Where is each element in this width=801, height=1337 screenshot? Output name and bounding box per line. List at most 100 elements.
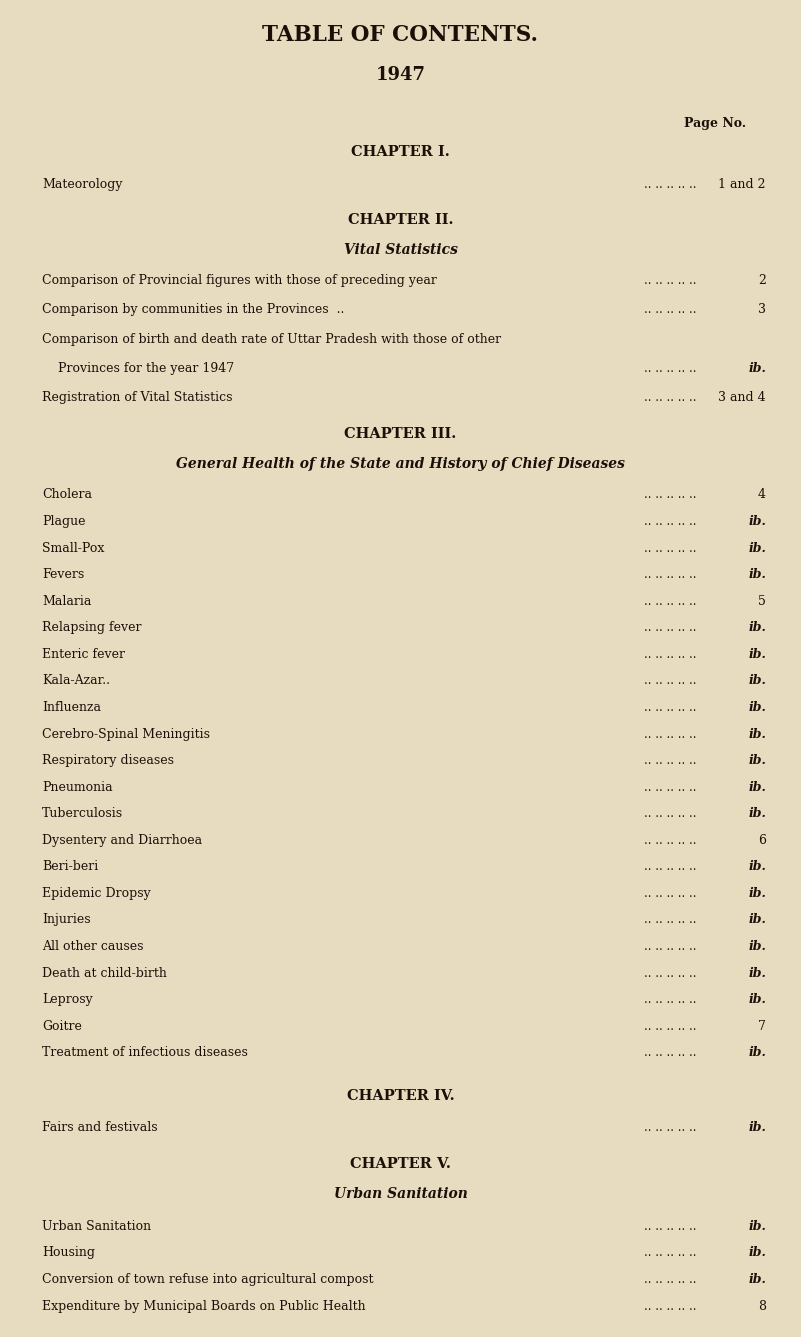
Text: .. .. .. .. ..: .. .. .. .. .. — [643, 303, 696, 317]
Text: .. .. .. .. ..: .. .. .. .. .. — [643, 781, 696, 794]
Text: Beri-beri: Beri-beri — [42, 860, 99, 873]
Text: .. .. .. .. ..: .. .. .. .. .. — [643, 701, 696, 714]
Text: Influenza: Influenza — [42, 701, 101, 714]
Text: 6: 6 — [758, 834, 766, 846]
Text: .. .. .. .. ..: .. .. .. .. .. — [643, 967, 696, 980]
Text: ib.: ib. — [748, 1273, 766, 1286]
Text: Comparison of birth and death rate of Uttar Pradesh with those of other: Comparison of birth and death rate of Ut… — [42, 333, 501, 346]
Text: .. .. .. .. ..: .. .. .. .. .. — [643, 648, 696, 660]
Text: ib.: ib. — [748, 860, 766, 873]
Text: Page No.: Page No. — [684, 118, 746, 131]
Text: Comparison by communities in the Provinces  ..: Comparison by communities in the Provinc… — [42, 303, 344, 317]
Text: 7: 7 — [758, 1020, 766, 1032]
Text: .. .. .. .. ..: .. .. .. .. .. — [643, 541, 696, 555]
Text: Injuries: Injuries — [42, 913, 91, 927]
Text: ib.: ib. — [748, 727, 766, 741]
Text: ib.: ib. — [748, 1246, 766, 1259]
Text: ib.: ib. — [748, 515, 766, 528]
Text: ib.: ib. — [748, 781, 766, 794]
Text: .. .. .. .. ..: .. .. .. .. .. — [643, 993, 696, 1007]
Text: Conversion of town refuse into agricultural compost: Conversion of town refuse into agricultu… — [42, 1273, 373, 1286]
Text: .. .. .. .. ..: .. .. .. .. .. — [643, 274, 696, 287]
Text: Housing: Housing — [42, 1246, 95, 1259]
Text: Expenditure by Municipal Boards on Public Health: Expenditure by Municipal Boards on Publi… — [42, 1300, 365, 1313]
Text: .. .. .. .. ..: .. .. .. .. .. — [643, 622, 696, 634]
Text: Enteric fever: Enteric fever — [42, 648, 125, 660]
Text: .. .. .. .. ..: .. .. .. .. .. — [643, 488, 696, 501]
Text: ib.: ib. — [748, 993, 766, 1007]
Text: ib.: ib. — [748, 568, 766, 582]
Text: 5: 5 — [758, 595, 766, 608]
Text: Dysentery and Diarrhoea: Dysentery and Diarrhoea — [42, 834, 202, 846]
Text: ib.: ib. — [748, 1047, 766, 1059]
Text: .. .. .. .. ..: .. .. .. .. .. — [643, 568, 696, 582]
Text: Malaria: Malaria — [42, 595, 91, 608]
Text: Fevers: Fevers — [42, 568, 84, 582]
Text: Respiratory diseases: Respiratory diseases — [42, 754, 174, 767]
Text: ib.: ib. — [748, 648, 766, 660]
Text: Plague: Plague — [42, 515, 86, 528]
Text: .. .. .. .. ..: .. .. .. .. .. — [643, 913, 696, 927]
Text: Epidemic Dropsy: Epidemic Dropsy — [42, 886, 151, 900]
Text: ib.: ib. — [748, 1219, 766, 1233]
Text: ib.: ib. — [748, 940, 766, 953]
Text: Urban Sanitation: Urban Sanitation — [333, 1186, 468, 1201]
Text: Tuberculosis: Tuberculosis — [42, 808, 123, 820]
Text: Death at child-birth: Death at child-birth — [42, 967, 167, 980]
Text: Vital Statistics: Vital Statistics — [344, 243, 457, 257]
Text: CHAPTER II.: CHAPTER II. — [348, 213, 453, 226]
Text: .. .. .. .. ..: .. .. .. .. .. — [643, 390, 696, 404]
Text: 1947: 1947 — [376, 67, 425, 84]
Text: .. .. .. .. ..: .. .. .. .. .. — [643, 860, 696, 873]
Text: .. .. .. .. ..: .. .. .. .. .. — [643, 178, 696, 191]
Text: All other causes: All other causes — [42, 940, 143, 953]
Text: ib.: ib. — [748, 886, 766, 900]
Text: Kala-Azar..: Kala-Azar.. — [42, 674, 110, 687]
Text: .. .. .. .. ..: .. .. .. .. .. — [643, 754, 696, 767]
Text: Cerebro-Spinal Meningitis: Cerebro-Spinal Meningitis — [42, 727, 210, 741]
Text: CHAPTER I.: CHAPTER I. — [351, 146, 450, 159]
Text: .. .. .. .. ..: .. .. .. .. .. — [643, 808, 696, 820]
Text: ib.: ib. — [748, 913, 766, 927]
Text: CHAPTER V.: CHAPTER V. — [350, 1158, 451, 1171]
Text: .. .. .. .. ..: .. .. .. .. .. — [643, 362, 696, 374]
Text: .. .. .. .. ..: .. .. .. .. .. — [643, 674, 696, 687]
Text: ib.: ib. — [748, 362, 766, 374]
Text: CHAPTER III.: CHAPTER III. — [344, 427, 457, 441]
Text: .. .. .. .. ..: .. .. .. .. .. — [643, 940, 696, 953]
Text: Fairs and festivals: Fairs and festivals — [42, 1120, 158, 1134]
Text: .. .. .. .. ..: .. .. .. .. .. — [643, 1246, 696, 1259]
Text: Urban Sanitation: Urban Sanitation — [42, 1219, 151, 1233]
Text: .. .. .. .. ..: .. .. .. .. .. — [643, 727, 696, 741]
Text: 3: 3 — [758, 303, 766, 317]
Text: 1 and 2: 1 and 2 — [718, 178, 766, 191]
Text: 8: 8 — [758, 1300, 766, 1313]
Text: ib.: ib. — [748, 1120, 766, 1134]
Text: .. .. .. .. ..: .. .. .. .. .. — [643, 1219, 696, 1233]
Text: .. .. .. .. ..: .. .. .. .. .. — [643, 834, 696, 846]
Text: Mateorology: Mateorology — [42, 178, 123, 191]
Text: ib.: ib. — [748, 701, 766, 714]
Text: Relapsing fever: Relapsing fever — [42, 622, 142, 634]
Text: General Health of the State and History of Chief Diseases: General Health of the State and History … — [176, 457, 625, 471]
Text: Cholera: Cholera — [42, 488, 92, 501]
Text: Provinces for the year 1947: Provinces for the year 1947 — [42, 362, 234, 374]
Text: 3 and 4: 3 and 4 — [718, 390, 766, 404]
Text: ib.: ib. — [748, 754, 766, 767]
Text: ib.: ib. — [748, 622, 766, 634]
Text: Goitre: Goitre — [42, 1020, 82, 1032]
Text: .. .. .. .. ..: .. .. .. .. .. — [643, 1047, 696, 1059]
Text: 2: 2 — [758, 274, 766, 287]
Text: 4: 4 — [758, 488, 766, 501]
Text: .. .. .. .. ..: .. .. .. .. .. — [643, 1273, 696, 1286]
Text: Treatment of infectious diseases: Treatment of infectious diseases — [42, 1047, 248, 1059]
Text: CHAPTER IV.: CHAPTER IV. — [347, 1090, 454, 1103]
Text: .. .. .. .. ..: .. .. .. .. .. — [643, 886, 696, 900]
Text: .. .. .. .. ..: .. .. .. .. .. — [643, 515, 696, 528]
Text: .. .. .. .. ..: .. .. .. .. .. — [643, 1120, 696, 1134]
Text: .. .. .. .. ..: .. .. .. .. .. — [643, 595, 696, 608]
Text: Small-Pox: Small-Pox — [42, 541, 104, 555]
Text: ib.: ib. — [748, 967, 766, 980]
Text: ib.: ib. — [748, 541, 766, 555]
Text: .. .. .. .. ..: .. .. .. .. .. — [643, 1020, 696, 1032]
